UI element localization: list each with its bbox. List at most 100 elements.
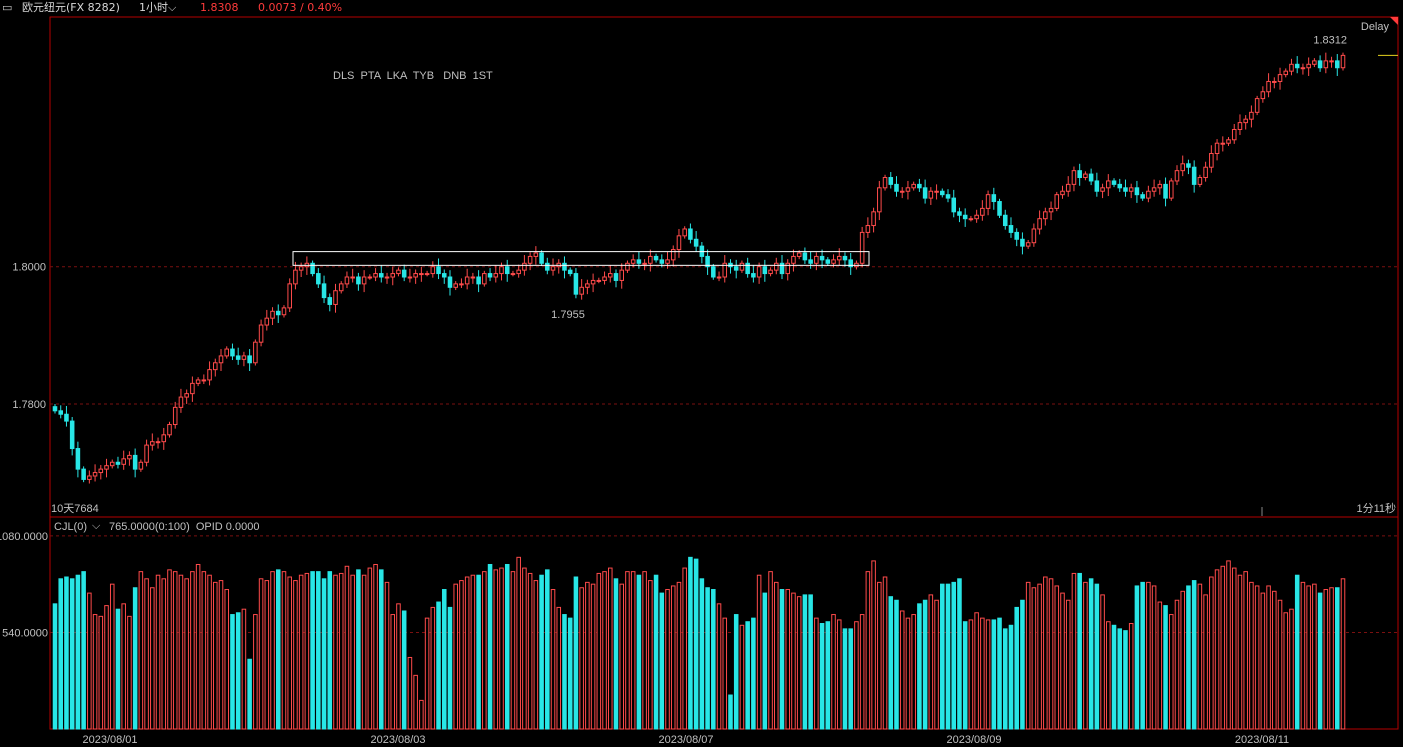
symbol-name[interactable]: 欧元纽元(FX 8282) xyxy=(22,1,120,14)
candle-body xyxy=(1312,60,1317,65)
volume-bar xyxy=(1220,565,1226,730)
volume-bar xyxy=(155,574,161,730)
candle-body xyxy=(888,177,894,185)
volume-bar xyxy=(785,589,791,730)
volume-bar xyxy=(121,603,126,730)
volume-bar xyxy=(711,589,716,730)
candle-body xyxy=(957,211,962,216)
candle-body xyxy=(682,228,687,237)
candle-body xyxy=(396,269,401,275)
volume-bar xyxy=(1300,581,1306,730)
candle-body xyxy=(453,283,458,288)
candle-body xyxy=(310,262,315,275)
candle-body xyxy=(504,266,510,275)
candle-body xyxy=(762,266,768,275)
volume-bar xyxy=(87,592,92,730)
candle-body xyxy=(1340,54,1346,69)
volume-bar xyxy=(281,571,287,730)
volume-bar xyxy=(556,606,562,730)
candle-body xyxy=(1214,142,1220,155)
volume-bar xyxy=(230,614,235,730)
candle-body xyxy=(1117,183,1123,189)
volume-bar xyxy=(934,599,939,730)
volume-bar xyxy=(327,571,333,730)
volume-bar xyxy=(957,578,962,730)
volume-bar xyxy=(1186,585,1191,730)
candle-body xyxy=(899,190,905,193)
volume-bar xyxy=(825,621,831,730)
candle-body xyxy=(356,276,361,285)
volume-bar xyxy=(716,603,722,730)
volume-bar xyxy=(1054,585,1060,730)
candle-body xyxy=(745,262,750,275)
candle-body xyxy=(482,273,487,285)
chart-labels: 1.8000 1.7800 1080.0000 540.0000 DLS PTA LKA… xyxy=(0,21,1398,746)
volume-bar xyxy=(539,574,544,730)
candle-body xyxy=(1048,207,1054,213)
volume-bar xyxy=(419,699,424,730)
candle-body xyxy=(739,262,745,271)
volume-tick-label: 1080.0000 xyxy=(0,531,48,543)
candle-body xyxy=(373,273,378,278)
volume-bar xyxy=(384,581,390,730)
candle-body xyxy=(751,273,756,278)
candle-body xyxy=(287,283,292,309)
min-price-label: 1.7955 xyxy=(551,309,585,321)
volume-bar xyxy=(333,574,338,730)
candle-body xyxy=(407,276,413,279)
candle-body xyxy=(991,194,997,203)
volume-bar xyxy=(1037,583,1042,730)
max-price-label: 1.8312 xyxy=(1313,34,1347,46)
volume-bar xyxy=(1020,599,1025,730)
volume-bar xyxy=(1180,590,1185,730)
volume-bar xyxy=(361,574,367,730)
candle-body xyxy=(642,262,647,265)
volume-bar xyxy=(676,581,682,730)
candle-body xyxy=(1043,211,1048,220)
menu-icon[interactable]: ▭ xyxy=(2,1,13,14)
volume-bar xyxy=(1294,574,1300,730)
volume-bar xyxy=(579,587,584,730)
candle-body xyxy=(676,235,682,251)
candle-body xyxy=(1335,60,1340,69)
volume-bar xyxy=(1134,585,1140,730)
candle-body xyxy=(58,410,63,415)
volume-bar xyxy=(190,571,195,730)
price-change: 0.0073 / 0.40% xyxy=(258,1,343,14)
candle-body xyxy=(831,259,836,264)
volume-bar xyxy=(1323,589,1329,730)
candle-body xyxy=(1226,139,1231,144)
candle-body xyxy=(447,276,453,288)
candle-body xyxy=(779,262,785,275)
volume-bar xyxy=(693,558,699,730)
volume-bar xyxy=(1065,599,1071,730)
candle-body xyxy=(132,454,138,470)
volume-bar xyxy=(1031,587,1037,730)
candle-body xyxy=(774,262,779,271)
volume-bar xyxy=(213,581,218,730)
volume-bar xyxy=(1340,578,1346,730)
candle-body xyxy=(911,183,916,189)
volume-bar xyxy=(882,576,888,730)
volume-bar xyxy=(161,578,167,730)
volume-bar xyxy=(997,617,1002,730)
volume-bar xyxy=(109,583,115,730)
delay-label: Delay xyxy=(1361,21,1390,33)
candle-body xyxy=(877,187,882,213)
x-date-label: 2023/08/03 xyxy=(370,734,425,746)
volume-bar xyxy=(464,576,470,730)
candle-body xyxy=(401,269,407,278)
volume-bar xyxy=(92,614,98,730)
period-dropdown[interactable]: 1小时⌵ xyxy=(139,0,176,16)
candle-body xyxy=(1254,98,1260,113)
candle-body xyxy=(1203,166,1208,179)
candle-body xyxy=(1146,190,1151,199)
volume-bar xyxy=(132,587,138,730)
candle-body xyxy=(619,269,624,281)
candle-body xyxy=(711,266,716,278)
volume-bar xyxy=(1077,572,1082,730)
volume-bar xyxy=(722,617,728,730)
candle-body xyxy=(922,187,928,199)
candle-body xyxy=(327,297,333,305)
